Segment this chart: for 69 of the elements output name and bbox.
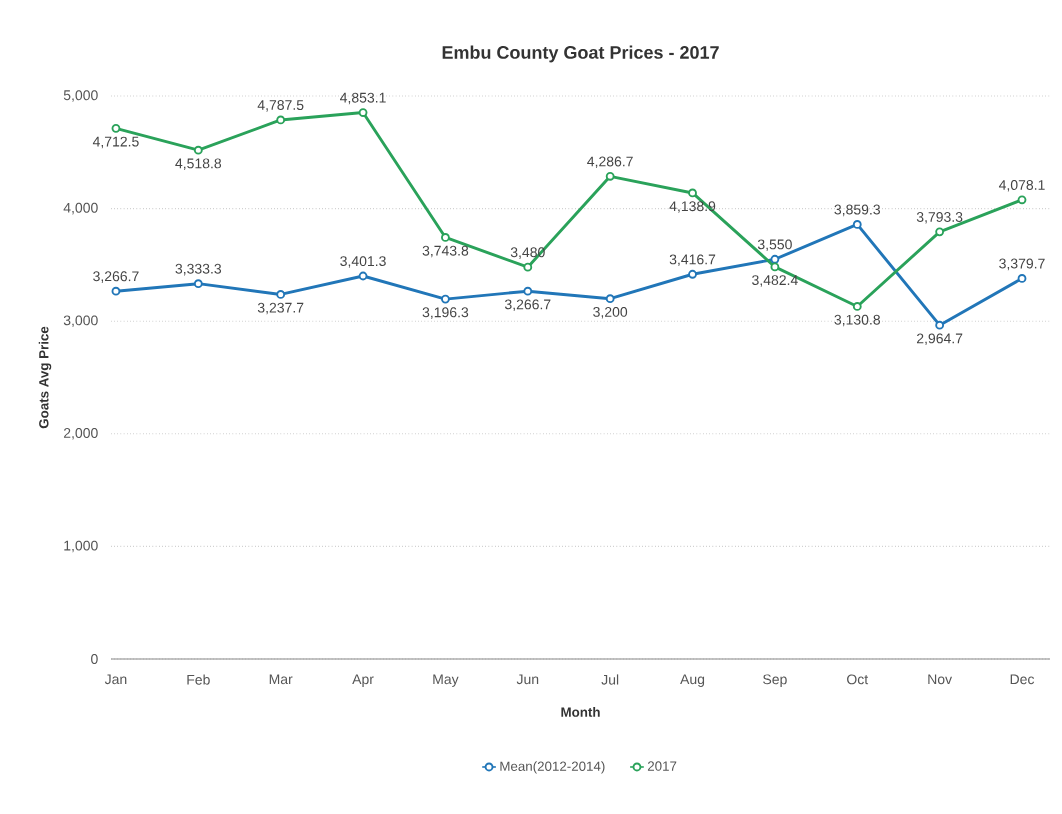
x-tick-label: Nov [928,674,953,685]
data-label: 3,333.3 [175,263,222,276]
x-tick-label: Jul [601,674,619,685]
data-label: 3,482.4 [752,275,798,287]
data-label: 4,518.8 [175,158,222,171]
data-label: 2,964.7 [917,333,963,346]
point [770,254,780,264]
point [770,262,780,272]
point [358,271,368,281]
point [193,145,203,155]
data-label: 4,787.5 [257,100,304,112]
point [358,108,368,117]
point [523,286,533,296]
point [193,279,203,289]
point [935,227,945,237]
x-tick-label: Jun [516,674,539,685]
point [276,290,286,299]
y-axis-title: Goats Avg Price [38,326,52,429]
point [441,233,450,242]
x-tick-label: May [433,674,459,687]
y-tick-label: 5,000 [63,90,98,102]
data-label: 3,266.7 [504,299,551,312]
point [605,294,615,304]
data-label: 3,266.7 [93,271,139,283]
data-label: 3,379.7 [999,258,1045,271]
x-tick-label: Mar [269,674,293,685]
x-axis-title: Month [561,707,600,717]
x-tick-label: Aug [680,674,705,687]
x-tick-label: Feb [187,674,210,685]
data-label: 4,286.7 [587,156,633,169]
point [523,262,533,272]
y-tick-label: 3,000 [63,315,98,327]
point [441,294,450,304]
point [111,123,121,133]
data-label: 3,550 [757,239,792,252]
data-label: 3,237.7 [257,302,304,315]
data-label: 3,196.3 [422,307,469,319]
data-label: 3,200 [593,306,628,319]
point [276,115,286,125]
x-tick-label: Dec [1010,674,1035,685]
point [688,269,697,279]
y-tick-label: 1,000 [64,540,98,553]
y-tick-label: 0 [91,654,98,664]
point [1017,274,1027,283]
point [605,171,615,181]
point [1017,195,1027,205]
data-label: 3,793.3 [916,212,963,224]
y-tick-label: 4,000 [63,202,98,215]
data-label: 3,743.8 [422,245,469,258]
point [852,302,862,311]
point [688,188,697,198]
data-label: 4,712.5 [92,136,139,149]
data-label: 4,853.1 [340,92,386,105]
point [852,220,862,229]
data-label: 4,078.1 [998,179,1045,192]
x-tick-label: Sep [763,674,787,688]
x-tick-label: Apr [352,674,374,687]
x-tick-label: Jan [104,674,127,685]
legend-label: 2017 [647,761,677,771]
chart-title: Embu County Goat Prices - 2017 [442,45,719,63]
data-label: 3,859.3 [834,204,881,217]
legend-label: Mean(2012-2014) [500,761,605,774]
data-label: 3,401.3 [340,256,386,268]
point [111,286,121,296]
data-label: 3,130.8 [834,314,881,327]
y-tick-label: 2,000 [63,428,98,440]
x-tick-label: Oct [847,674,869,685]
point [935,320,945,330]
data-label: 3,416.7 [669,254,716,267]
